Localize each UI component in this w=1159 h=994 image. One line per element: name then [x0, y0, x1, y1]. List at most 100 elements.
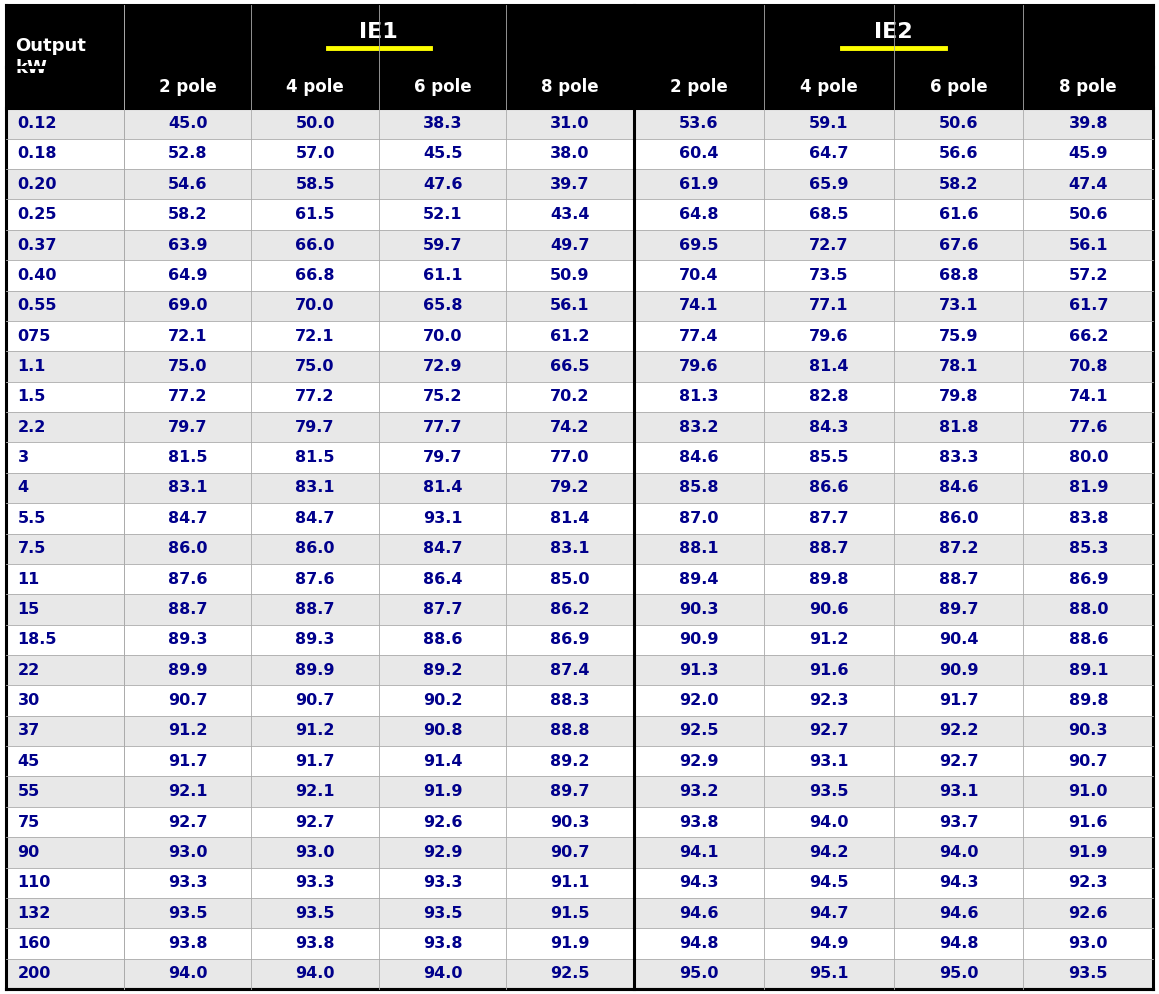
Text: 93.7: 93.7: [939, 814, 978, 830]
Bar: [764, 503, 894, 534]
Text: 50.6: 50.6: [939, 116, 978, 131]
Text: 67.6: 67.6: [939, 238, 978, 252]
Bar: [634, 290, 764, 321]
Text: 91.4: 91.4: [423, 753, 462, 768]
Bar: [764, 290, 894, 321]
Text: 92.7: 92.7: [809, 724, 848, 739]
Text: 93.5: 93.5: [809, 784, 848, 799]
Text: 93.3: 93.3: [296, 876, 335, 891]
Bar: [506, 442, 634, 473]
Bar: [6, 898, 124, 928]
Bar: [894, 716, 1023, 746]
Text: 66.8: 66.8: [296, 267, 335, 283]
Text: 0.40: 0.40: [17, 267, 57, 283]
Bar: [6, 382, 124, 413]
Text: 89.7: 89.7: [551, 784, 590, 799]
Text: 88.6: 88.6: [423, 632, 462, 647]
Text: 72.1: 72.1: [168, 329, 207, 344]
Text: 79.6: 79.6: [679, 359, 719, 374]
Text: 30: 30: [17, 693, 39, 708]
Bar: [124, 382, 252, 413]
Text: 90.4: 90.4: [939, 632, 978, 647]
Bar: [379, 169, 506, 200]
Bar: [124, 473, 252, 503]
Bar: [124, 230, 252, 260]
Bar: [379, 351, 506, 382]
Bar: [124, 868, 252, 898]
Bar: [1023, 655, 1153, 685]
Text: 61.9: 61.9: [679, 177, 719, 192]
Text: 65.9: 65.9: [809, 177, 848, 192]
Text: 6 pole: 6 pole: [930, 79, 987, 96]
Text: 89.2: 89.2: [551, 753, 590, 768]
Text: 45.9: 45.9: [1069, 146, 1108, 161]
Bar: [252, 230, 379, 260]
Text: 74.1: 74.1: [1069, 390, 1108, 405]
Text: 60.4: 60.4: [679, 146, 719, 161]
Bar: [6, 807, 124, 837]
Text: 89.1: 89.1: [1069, 663, 1108, 678]
Text: 93.5: 93.5: [423, 906, 462, 920]
Text: 56.6: 56.6: [939, 146, 978, 161]
Text: 72.7: 72.7: [809, 238, 848, 252]
Text: 86.0: 86.0: [939, 511, 978, 526]
Bar: [764, 655, 894, 685]
Bar: [6, 594, 124, 624]
Bar: [764, 746, 894, 776]
Text: 94.7: 94.7: [809, 906, 848, 920]
Text: 89.3: 89.3: [296, 632, 335, 647]
Text: 93.0: 93.0: [168, 845, 207, 860]
Bar: [6, 534, 124, 564]
Text: 91.6: 91.6: [1069, 814, 1108, 830]
Text: 200: 200: [17, 966, 51, 981]
Bar: [764, 321, 894, 351]
Text: 79.7: 79.7: [168, 419, 207, 434]
Text: 75.9: 75.9: [939, 329, 978, 344]
Text: 66.0: 66.0: [296, 238, 335, 252]
Text: 79.7: 79.7: [296, 419, 335, 434]
Bar: [6, 139, 124, 169]
Bar: [124, 139, 252, 169]
Bar: [1023, 928, 1153, 958]
Bar: [252, 594, 379, 624]
Text: 90.9: 90.9: [939, 663, 978, 678]
Bar: [506, 321, 634, 351]
Bar: [252, 108, 379, 139]
Text: 70.8: 70.8: [1069, 359, 1108, 374]
Bar: [379, 928, 506, 958]
Text: 75: 75: [17, 814, 39, 830]
Text: 92.5: 92.5: [679, 724, 719, 739]
Bar: [764, 776, 894, 807]
Bar: [894, 442, 1023, 473]
Bar: [894, 594, 1023, 624]
Bar: [124, 351, 252, 382]
Text: 70.4: 70.4: [679, 267, 719, 283]
Bar: [1023, 837, 1153, 868]
Bar: [6, 928, 124, 958]
Bar: [506, 655, 634, 685]
Bar: [124, 413, 252, 442]
Text: 79.7: 79.7: [423, 450, 462, 465]
Bar: [1023, 169, 1153, 200]
Text: 94.6: 94.6: [939, 906, 978, 920]
Bar: [894, 230, 1023, 260]
Bar: [634, 473, 764, 503]
Bar: [506, 564, 634, 594]
Bar: [1023, 624, 1153, 655]
Text: 84.3: 84.3: [809, 419, 848, 434]
Text: 83.2: 83.2: [679, 419, 719, 434]
Text: 94.0: 94.0: [939, 845, 978, 860]
Bar: [124, 624, 252, 655]
Text: 93.1: 93.1: [939, 784, 978, 799]
Text: 73.1: 73.1: [939, 298, 978, 313]
Bar: [764, 898, 894, 928]
Text: 0.18: 0.18: [17, 146, 57, 161]
Text: 81.4: 81.4: [551, 511, 590, 526]
Bar: [634, 928, 764, 958]
Text: 91.6: 91.6: [809, 663, 848, 678]
Text: 70.2: 70.2: [551, 390, 590, 405]
Text: 63.9: 63.9: [168, 238, 207, 252]
Text: 94.0: 94.0: [296, 966, 335, 981]
Text: 66.5: 66.5: [551, 359, 590, 374]
Bar: [634, 351, 764, 382]
